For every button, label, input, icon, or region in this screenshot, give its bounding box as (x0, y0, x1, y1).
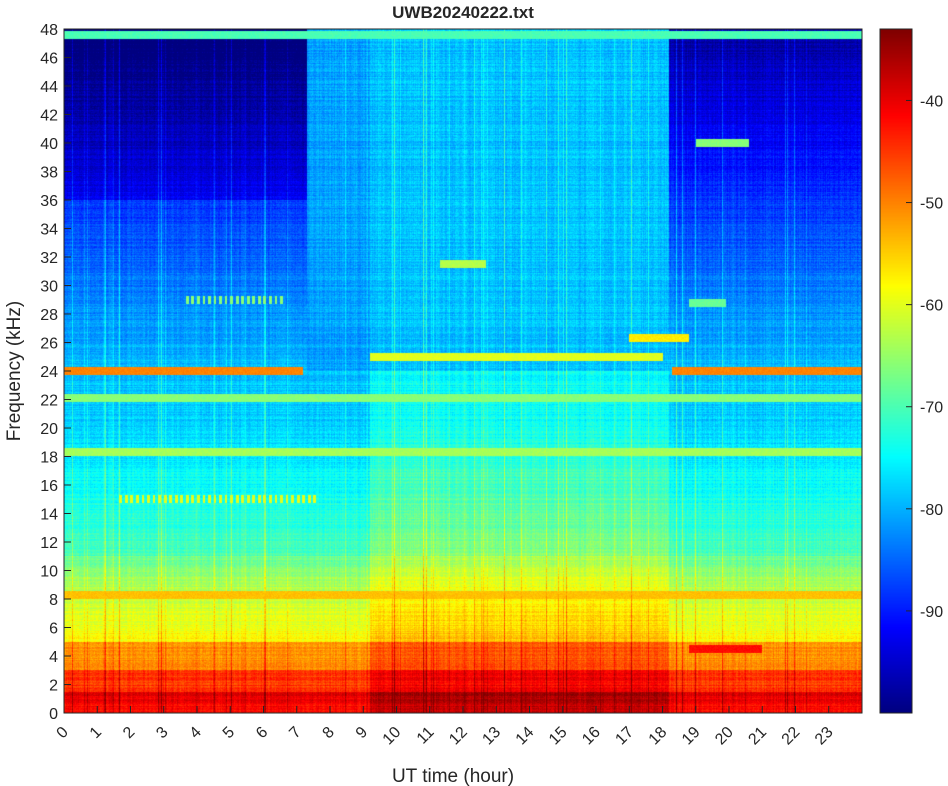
y-axis-label: Frequency (kHz) (4, 301, 25, 441)
x-tick-label: 9 (353, 724, 371, 742)
y-tick-label: 26 (40, 336, 58, 353)
colorbar-tick-label: -50 (920, 196, 943, 213)
y-tick-label: 40 (40, 136, 58, 153)
x-tick-label: 13 (479, 724, 504, 749)
colorbar-tick-label: -90 (920, 604, 943, 621)
x-tick-label: 17 (612, 724, 637, 749)
x-tick-label: 20 (712, 724, 737, 749)
x-tick-label: 16 (579, 724, 604, 749)
x-tick-label: 19 (679, 724, 704, 749)
y-tick-label: 36 (40, 193, 58, 210)
y-tick-label: 10 (40, 564, 58, 581)
y-tick-label: 48 (40, 22, 58, 39)
x-tick-label: 2 (120, 724, 138, 742)
colorbar-tick-label: -80 (920, 502, 943, 519)
x-tick-label: 7 (286, 724, 304, 742)
x-tick-label: 22 (779, 724, 804, 749)
y-tick-label: 2 (49, 678, 58, 695)
y-tick-label: 18 (40, 450, 58, 467)
colorbar-gradient (880, 29, 912, 713)
spectrogram-heatmap (64, 29, 862, 713)
colorbar-tick-label: -60 (920, 298, 943, 315)
x-tick-label: 18 (646, 724, 671, 749)
x-tick-label: 21 (745, 724, 770, 749)
x-tick-label: 10 (380, 724, 405, 749)
x-tick-label: 14 (513, 724, 538, 749)
x-tick-label: 1 (87, 724, 105, 742)
x-tick-label: 23 (812, 724, 837, 749)
x-tick-label: 12 (446, 724, 471, 749)
colorbar-frame (879, 28, 913, 714)
x-tick-label: 4 (187, 724, 205, 742)
y-tick-label: 30 (40, 279, 58, 296)
y-tick-label: 0 (49, 706, 58, 723)
x-tick-label: 15 (546, 724, 571, 749)
y-tick-label: 8 (49, 592, 58, 609)
y-tick-label: 24 (40, 364, 58, 381)
y-tick-label: 16 (40, 478, 58, 495)
x-axis-label: UT time (hour) (392, 766, 514, 786)
chart-title: UWB20240222.txt (392, 3, 534, 22)
y-tick-label: 6 (49, 621, 58, 638)
y-tick-label: 12 (40, 535, 58, 552)
colorbar-tick-label: -40 (920, 93, 943, 110)
y-tick-label: 32 (40, 250, 58, 267)
y-tick-label: 46 (40, 51, 58, 68)
x-tick-label: 8 (320, 724, 338, 742)
y-tick-label: 28 (40, 307, 58, 324)
y-tick-label: 44 (40, 79, 58, 96)
y-tick-label: 42 (40, 108, 58, 125)
x-tick-label: 11 (414, 724, 438, 748)
y-tick-label: 14 (40, 507, 58, 524)
y-tick-label: 38 (40, 165, 58, 182)
x-tick-label: 0 (54, 724, 72, 742)
y-tick-label: 4 (49, 649, 58, 666)
x-tick-label: 5 (220, 724, 238, 742)
x-tick-label: 3 (153, 724, 171, 742)
x-tick-label: 6 (253, 724, 271, 742)
colorbar-tick-label: -70 (920, 400, 943, 417)
plot-frame (63, 28, 863, 714)
y-tick-label: 20 (40, 421, 58, 438)
y-tick-label: 22 (40, 393, 58, 410)
y-tick-label: 34 (40, 222, 58, 239)
